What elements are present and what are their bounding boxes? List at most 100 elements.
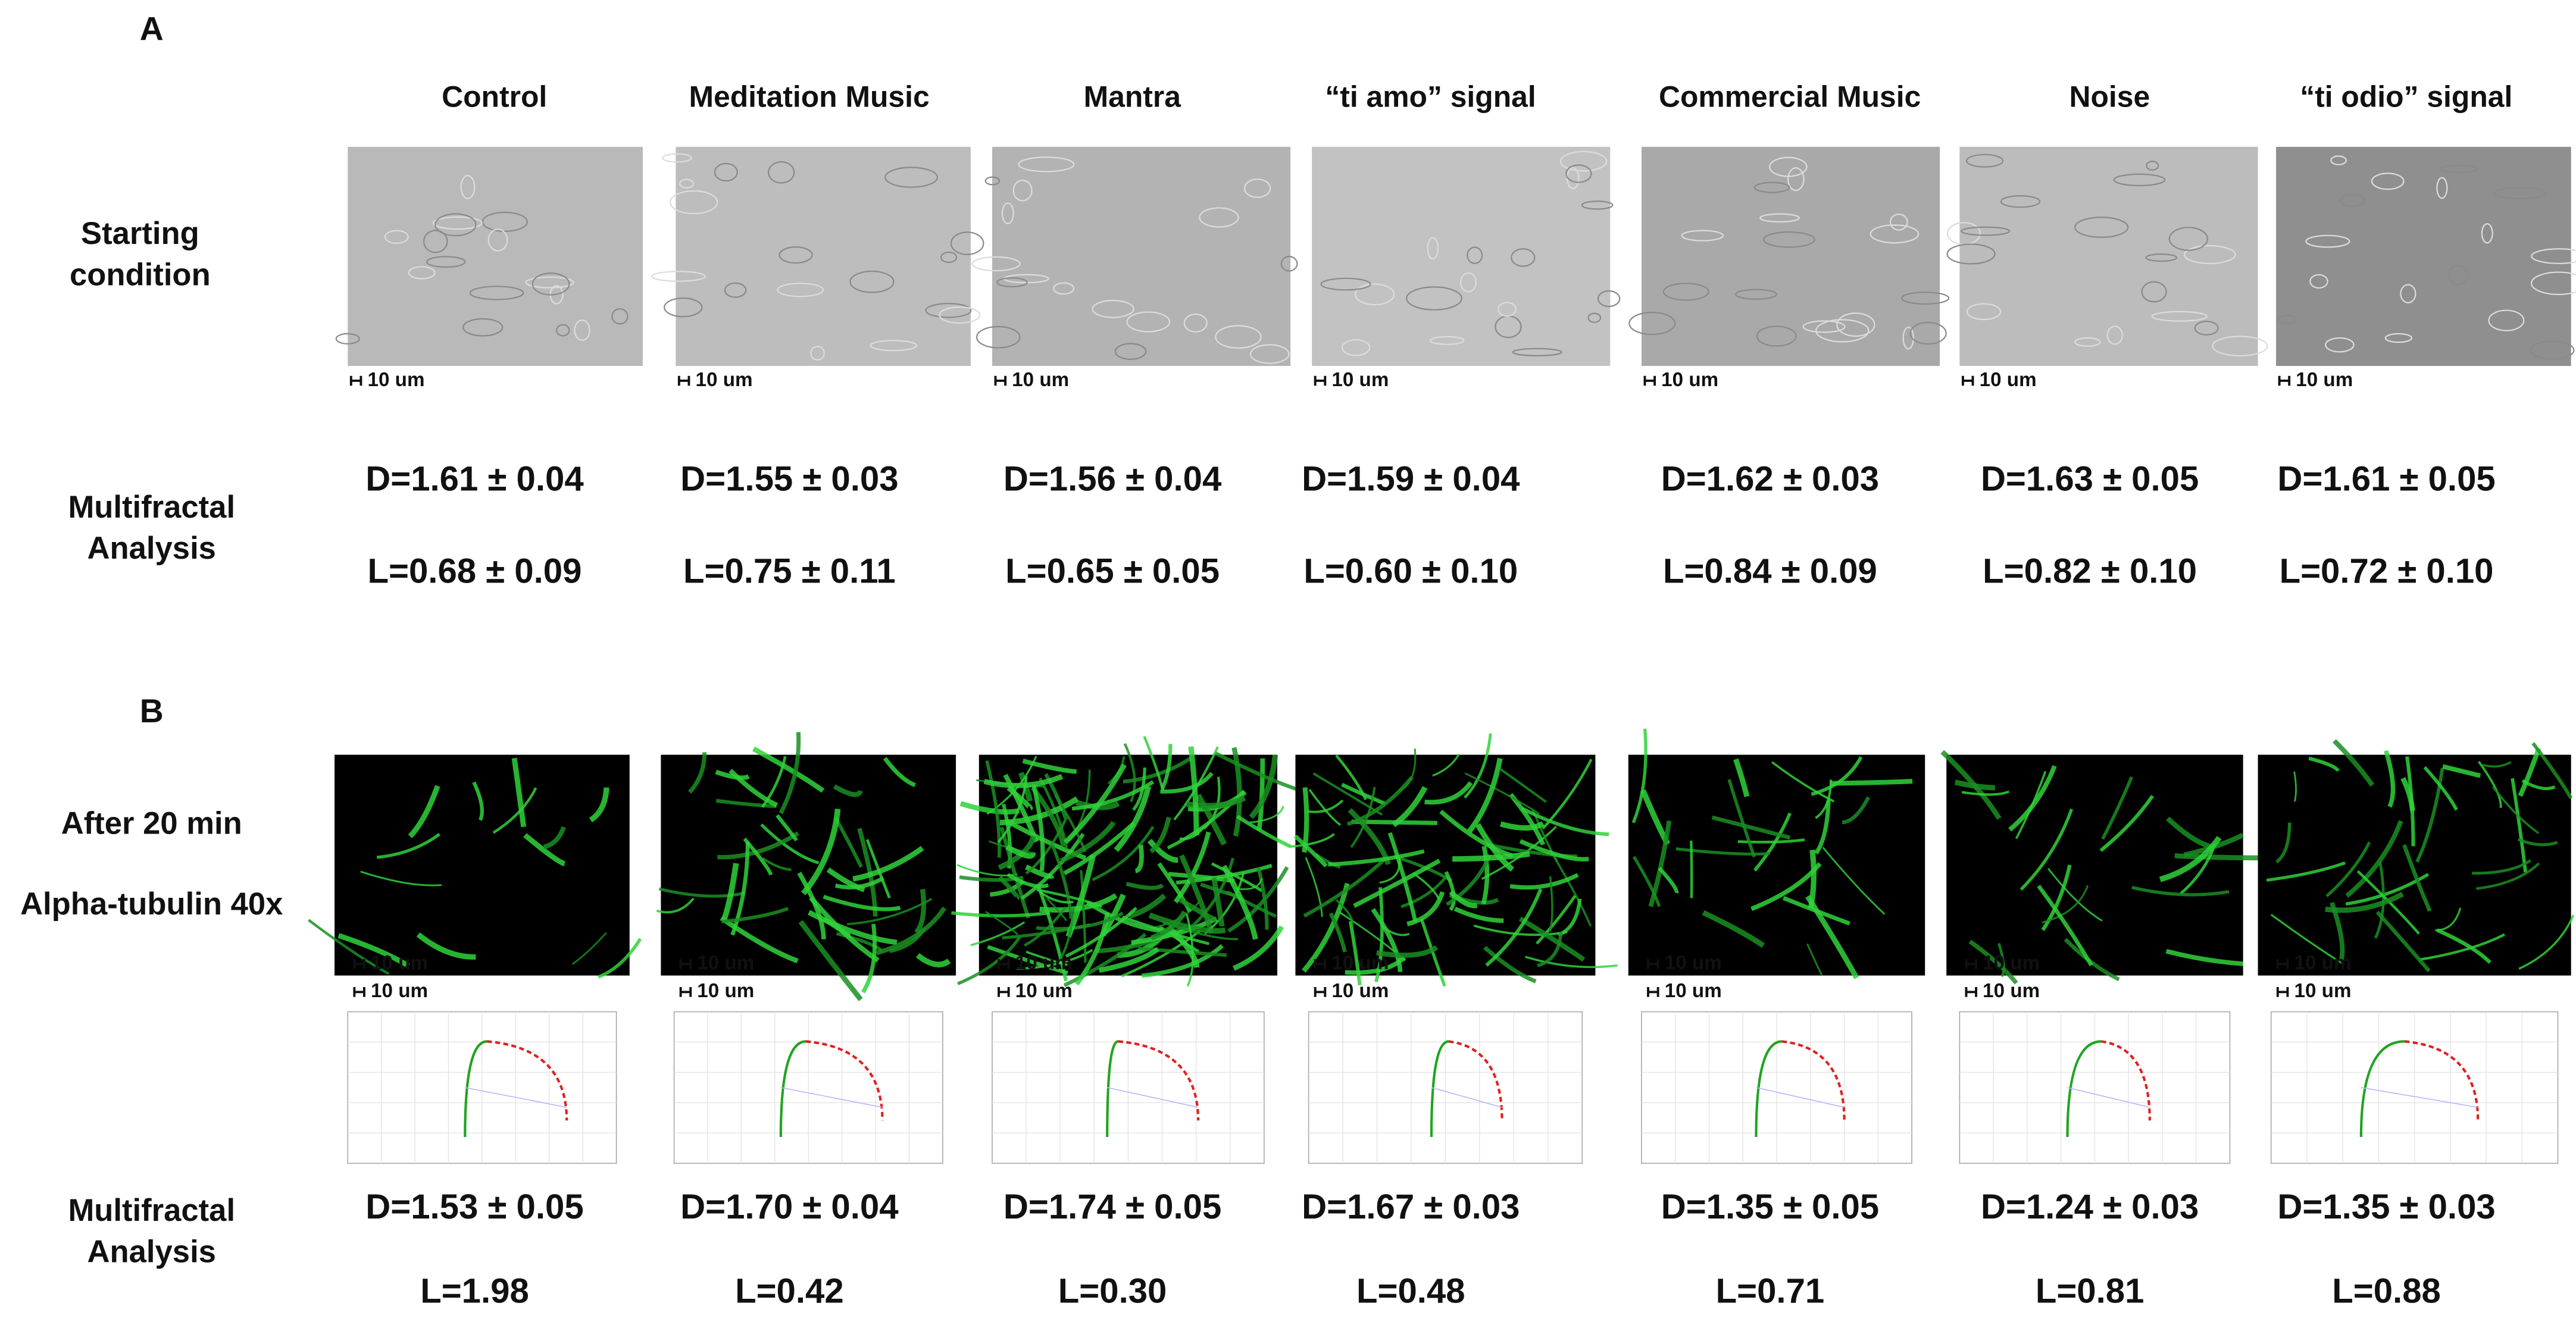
cell <box>2168 227 2208 251</box>
scale-bar-label: 10 um <box>1983 952 2040 974</box>
row-label: Multifractal <box>68 1193 235 1228</box>
cell-fiber <box>2266 861 2346 882</box>
cell-fiber <box>523 833 565 866</box>
cell-fiber <box>1121 916 1209 945</box>
micrograph <box>1628 146 1950 367</box>
spectrum-left <box>1430 1040 1449 1137</box>
cell-fiber <box>2293 771 2297 802</box>
cell-fiber <box>1328 912 1347 953</box>
cell-fiber <box>1350 787 1376 848</box>
cell-fiber <box>543 826 566 850</box>
cell-fiber <box>2047 867 2103 922</box>
cell <box>1902 326 1914 350</box>
cell-fiber <box>2436 928 2491 964</box>
micrograph-bg <box>348 146 643 367</box>
cell <box>1961 226 2011 236</box>
scale-bar <box>994 375 1007 386</box>
cell-fiber <box>1303 859 1385 918</box>
cell-fiber <box>985 910 1018 935</box>
cell-fiber <box>1178 897 1217 923</box>
cell-fiber <box>1143 735 1164 791</box>
scale-bar <box>353 986 365 997</box>
scale-bar-label: 10 um <box>1331 952 1389 974</box>
spectrum-chord <box>2361 1087 2478 1108</box>
cell-fiber <box>823 917 851 937</box>
cell <box>1597 290 1621 308</box>
cell <box>462 318 504 337</box>
scale-bar <box>679 986 692 997</box>
cell-fiber <box>833 784 863 797</box>
cell <box>1836 312 1875 337</box>
cell-fiber <box>1018 772 1033 802</box>
micrograph-bg <box>1312 146 1611 367</box>
cell-fiber <box>720 916 799 964</box>
cell <box>724 282 747 298</box>
cell-fiber <box>1128 893 1167 919</box>
cell-fiber <box>1302 882 1350 973</box>
cell-fiber <box>1236 815 1292 848</box>
cell-fiber <box>1483 945 1537 983</box>
cell-fiber <box>1525 956 1618 969</box>
cell <box>1280 255 1298 272</box>
micrograph <box>2276 146 2576 367</box>
cell <box>1355 283 1395 306</box>
scale-bar-label: 10 um <box>2294 952 2351 974</box>
cell-fiber <box>1221 864 1258 940</box>
cell-fiber <box>1968 939 2018 985</box>
cell-fiber <box>1420 918 1446 987</box>
cell-fiber <box>1424 781 1473 805</box>
scale-bar-label: 10 um <box>696 369 753 391</box>
fluorescence-image <box>2258 739 2575 976</box>
cell-fiber <box>1006 873 1049 888</box>
cell-fiber <box>1025 819 1067 875</box>
spectrum-chord <box>1107 1087 1199 1108</box>
d-value: D=1.61 ± 0.05 <box>2277 459 2495 498</box>
cell <box>664 297 703 318</box>
cell-fiber <box>1031 784 1045 872</box>
cell-fiber <box>2517 838 2558 847</box>
cell <box>556 324 570 337</box>
row-label: After 20 min <box>61 806 242 841</box>
cell-fiber <box>1126 882 1164 890</box>
micrograph <box>1312 146 1621 367</box>
fluorescence-image <box>1628 728 1925 979</box>
row-label: Multifractal <box>68 490 235 525</box>
cell <box>1756 325 1797 347</box>
cell-fiber <box>998 875 1020 901</box>
cell <box>2531 248 2576 264</box>
cell-fiber <box>889 927 926 953</box>
cell <box>940 251 958 264</box>
cell-fiber <box>308 919 390 975</box>
cell <box>1249 344 1290 364</box>
column-header: “ti amo” signal <box>1325 80 1536 114</box>
cell-fiber <box>1399 748 1417 792</box>
cell-fiber <box>957 936 1021 985</box>
cell-fiber <box>1186 914 1194 987</box>
cell-fiber <box>1335 899 1353 925</box>
cell-fiber <box>1147 838 1178 863</box>
cell <box>2371 173 2405 190</box>
scale-bar-label: 10 um <box>371 952 428 974</box>
d-value: D=1.35 ± 0.03 <box>2277 1188 2495 1226</box>
micrograph <box>651 146 984 367</box>
cell <box>1870 224 1920 244</box>
cell <box>408 266 436 280</box>
cell <box>2141 281 2167 303</box>
cell <box>2151 311 2208 322</box>
cell <box>1183 313 1208 333</box>
cell-fiber <box>2099 795 2154 852</box>
cell-fiber <box>1024 906 1067 947</box>
cell-fiber <box>1733 758 1750 797</box>
cell <box>849 270 895 293</box>
cell <box>2113 173 2166 187</box>
d-value: D=1.53 ± 0.05 <box>365 1188 583 1226</box>
cell-fiber <box>416 932 476 960</box>
cell-fiber <box>1005 844 1036 859</box>
cell-fiber <box>472 781 484 821</box>
cell-fiber <box>1432 753 1460 777</box>
l-value: L=0.82 ± 0.10 <box>1983 552 2197 590</box>
cell <box>482 211 528 232</box>
scale-bar <box>1647 958 1659 969</box>
cell <box>767 161 795 184</box>
